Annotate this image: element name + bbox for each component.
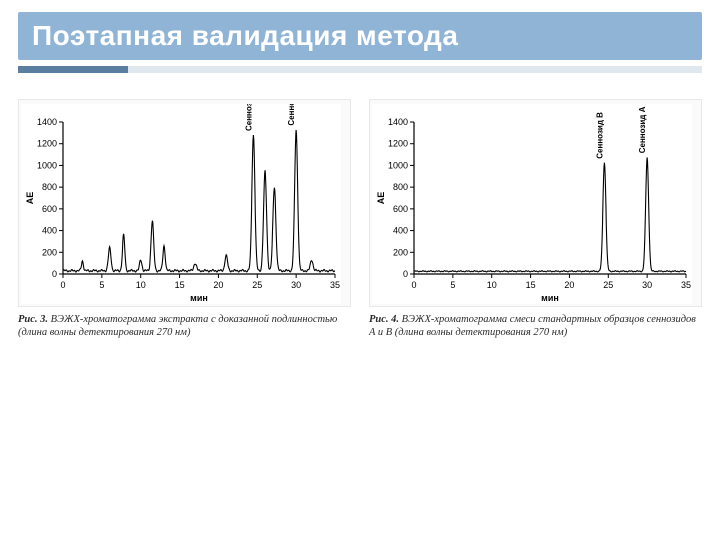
svg-text:Сеннозид B: Сеннозид B <box>244 104 253 131</box>
svg-text:20: 20 <box>564 280 574 290</box>
svg-text:0: 0 <box>60 280 65 290</box>
rule-accent <box>18 66 128 73</box>
svg-text:0: 0 <box>52 269 57 279</box>
svg-text:1200: 1200 <box>37 139 57 149</box>
svg-text:1200: 1200 <box>388 139 408 149</box>
panel-2-caption: Рис. 4. ВЭЖХ-хроматограмма смеси стандар… <box>369 313 702 339</box>
svg-text:AE: AE <box>25 192 35 205</box>
svg-text:5: 5 <box>99 280 104 290</box>
svg-text:35: 35 <box>681 280 691 290</box>
svg-text:400: 400 <box>42 226 57 236</box>
panel-2: 0 200 400 600 800 1000 1200 1400 0 5 10 15 20 25 30 35 м… <box>369 99 702 339</box>
svg-text:10: 10 <box>487 280 497 290</box>
panel-2-caption-text: ВЭЖХ-хроматограмма смеси стандартных обр… <box>369 314 696 338</box>
svg-text:15: 15 <box>175 280 185 290</box>
svg-text:30: 30 <box>291 280 301 290</box>
panels-row: 020040060080010001200140005101520253035м… <box>0 81 720 339</box>
svg-text:0: 0 <box>403 269 408 279</box>
panel-2-plot: 0 200 400 600 800 1000 1200 1400 0 5 10 15 20 25 30 35 м… <box>369 99 702 307</box>
svg-text:25: 25 <box>603 280 613 290</box>
svg-text:AE: AE <box>376 192 386 205</box>
title-rule <box>18 66 702 73</box>
rule-body <box>128 66 702 73</box>
svg-text:1000: 1000 <box>37 160 57 170</box>
svg-text:600: 600 <box>393 204 408 214</box>
svg-text:200: 200 <box>42 247 57 257</box>
panel-1-caption: Рис. 3. ВЭЖХ-хроматограмма экстракта с д… <box>18 313 351 339</box>
svg-text:10: 10 <box>136 280 146 290</box>
svg-text:1000: 1000 <box>388 160 408 170</box>
svg-text:5: 5 <box>450 280 455 290</box>
svg-text:20: 20 <box>213 280 223 290</box>
svg-text:Сеннозид A: Сеннозид A <box>287 104 296 126</box>
slide-title: Поэтапная валидация метода <box>18 12 702 60</box>
svg-text:35: 35 <box>330 280 340 290</box>
svg-text:800: 800 <box>393 182 408 192</box>
svg-text:1400: 1400 <box>37 117 57 127</box>
panel-2-figno: Рис. 4. <box>369 314 402 325</box>
panel-1-plot: 0 200 400 600 800 1000 1200 1400 0 5 10 15 20 25 30 35 м… <box>18 99 351 307</box>
chromatogram-2: 0 200 400 600 800 1000 1200 1400 0 5 10 15 20 25 30 35 м… <box>372 104 692 304</box>
svg-text:мин: мин <box>541 293 559 303</box>
svg-text:мин: мин <box>190 293 208 303</box>
panel-1-figno: Рис. 3. <box>18 314 51 325</box>
svg-text:400: 400 <box>393 226 408 236</box>
svg-text:600: 600 <box>42 204 57 214</box>
panel-1: 0 200 400 600 800 1000 1200 1400 0 5 10 15 20 25 30 35 м… <box>18 99 351 339</box>
chromatogram-1: 0 200 400 600 800 1000 1200 1400 0 5 10 15 20 25 30 35 м… <box>21 104 341 304</box>
svg-text:Сеннозид A: Сеннозид A <box>638 106 647 153</box>
svg-text:Сеннозид B: Сеннозид B <box>595 112 604 159</box>
svg-text:1400: 1400 <box>388 117 408 127</box>
svg-text:25: 25 <box>252 280 262 290</box>
svg-text:0: 0 <box>411 280 416 290</box>
svg-text:800: 800 <box>42 182 57 192</box>
svg-text:30: 30 <box>642 280 652 290</box>
svg-text:15: 15 <box>526 280 536 290</box>
svg-text:200: 200 <box>393 247 408 257</box>
panel-1-caption-text: ВЭЖХ-хроматограмма экстракта с доказанно… <box>18 314 337 338</box>
